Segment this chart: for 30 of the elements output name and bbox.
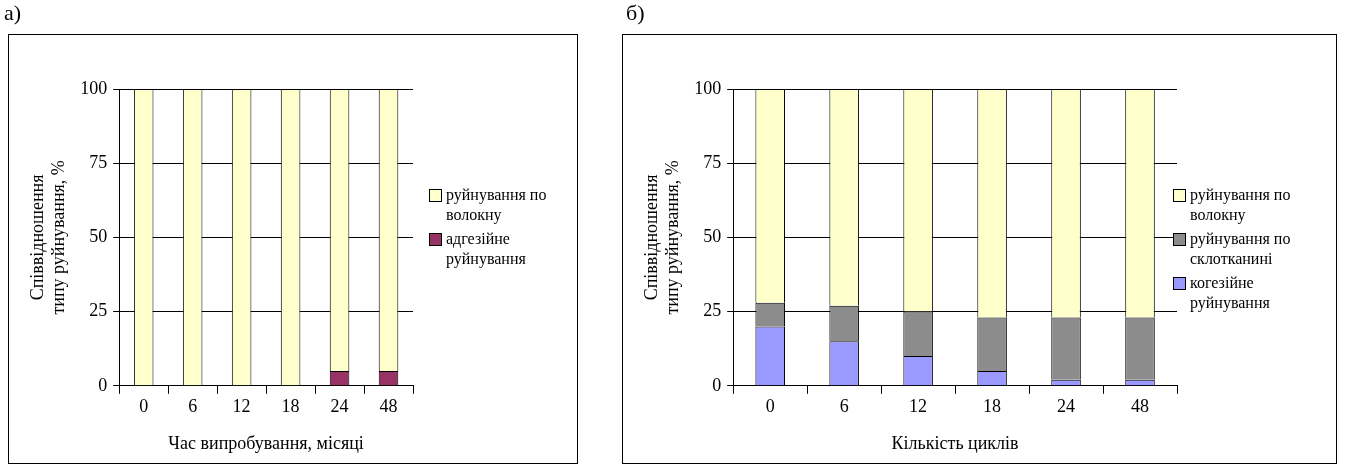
- x-tick-label: 18: [983, 396, 1002, 417]
- y-tick-label: 75: [89, 151, 108, 172]
- y-tick-label: 0: [98, 374, 108, 395]
- legend-label: адгезійне руйнування: [446, 229, 527, 269]
- x-tick-label: 0: [139, 396, 149, 417]
- x-axis-title: Кількість циклів: [891, 432, 1019, 453]
- y-tick-label: 50: [703, 226, 722, 247]
- x-tick-label: 6: [839, 396, 849, 417]
- y-tick-label: 0: [712, 374, 722, 395]
- y-tick-label: 75: [703, 151, 722, 172]
- chart-title: а): [4, 0, 22, 26]
- x-tick-label: 0: [765, 396, 775, 417]
- x-tick-label: 48: [379, 396, 398, 417]
- legend-label: когезійне руйнування: [1190, 273, 1271, 313]
- x-tick-label: 24: [1057, 396, 1076, 417]
- x-tick-label: 24: [330, 396, 349, 417]
- y-axis-title: Співвідношення типу руйнування, %: [640, 160, 683, 315]
- x-tick-label: 48: [1131, 396, 1150, 417]
- chart-title: б): [626, 0, 645, 26]
- y-tick-label: 25: [703, 300, 722, 321]
- y-tick-label: 25: [89, 300, 108, 321]
- y-tick-label: 100: [80, 77, 108, 98]
- x-axis-title: Час випробування, місяці: [168, 432, 364, 453]
- x-tick-label: 12: [909, 396, 928, 417]
- x-tick-label: 18: [281, 396, 300, 417]
- y-axis-title: Співвідношення типу руйнування, %: [26, 160, 69, 315]
- x-tick-label: 6: [188, 396, 198, 417]
- x-tick-label: 12: [232, 396, 251, 417]
- y-tick-label: 100: [694, 77, 722, 98]
- y-tick-label: 50: [89, 226, 108, 247]
